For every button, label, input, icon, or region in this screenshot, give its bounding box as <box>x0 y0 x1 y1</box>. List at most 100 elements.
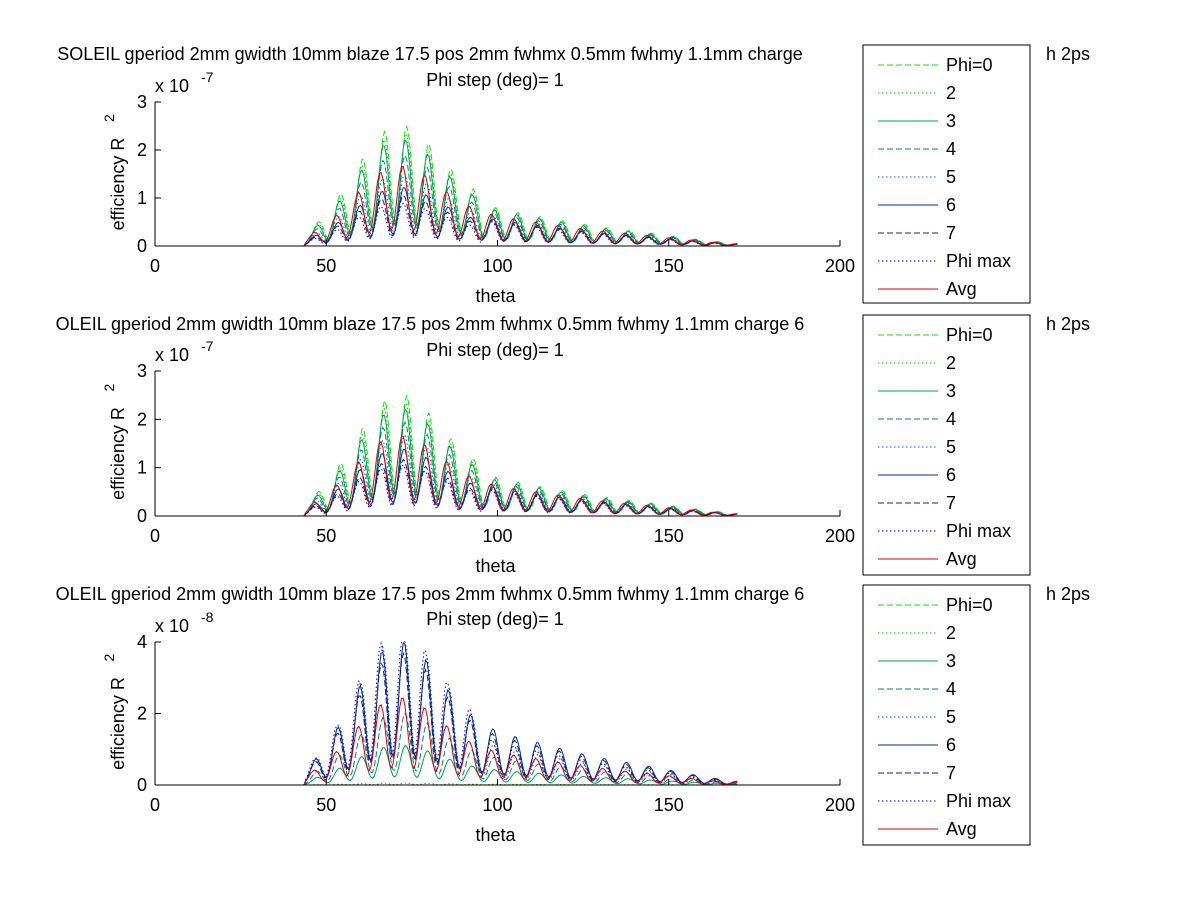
legend-box <box>862 584 1031 846</box>
legend-label: 7 <box>946 763 956 783</box>
x-tick-label: 0 <box>150 256 160 276</box>
x-tick-label: 200 <box>825 256 855 276</box>
y-tick-label: 3 <box>137 92 147 112</box>
chart-title: OLEIL gperiod 2mm gwidth 10mm blaze 17.5… <box>56 584 805 604</box>
y-multiplier: x 10 <box>155 345 189 365</box>
y-axis-label-main: efficiency R <box>108 138 128 231</box>
legend-label: 2 <box>946 353 956 373</box>
x-tick-label: 50 <box>316 795 336 815</box>
legend-label: Phi max <box>946 521 1011 541</box>
x-tick-label: 100 <box>482 526 512 546</box>
chart-panel-2: 0 50 100 150 200 0 1 2 3 x 10 -7 theta efficiency R 2… <box>56 314 1090 576</box>
legend-label: Avg <box>946 279 977 299</box>
y-axis-label-main: efficiency R <box>108 677 128 770</box>
chart-title-tail: h 2ps <box>1046 584 1090 604</box>
series-line-5 <box>213 641 738 786</box>
legend-label: 7 <box>946 223 956 243</box>
x-tick-label: 100 <box>482 795 512 815</box>
legend-label: 5 <box>946 707 956 727</box>
y-tick-label: 4 <box>137 632 147 652</box>
legend-label: Phi=0 <box>946 55 993 75</box>
y-multiplier: x 10 <box>155 76 189 96</box>
chart-panel-1: 0 50 100 150 200 0 1 2 3 x 10 -7 theta efficiency R 2… <box>57 44 1090 306</box>
y-tick-label: 2 <box>137 140 147 160</box>
chart-title: SOLEIL gperiod 2mm gwidth 10mm blaze 17.… <box>57 44 803 64</box>
series-line-avg <box>213 166 738 247</box>
y-tick-label: 0 <box>137 236 147 256</box>
x-tick-label: 50 <box>316 256 336 276</box>
series-line-phi-max <box>213 641 738 786</box>
y-tick-label: 0 <box>137 506 147 526</box>
legend-label: Phi max <box>946 791 1011 811</box>
y-axis-label-sup: 2 <box>101 654 117 662</box>
x-tick-label: 200 <box>825 795 855 815</box>
legend-label: 3 <box>946 651 956 671</box>
series-line-2 <box>213 134 738 247</box>
chart-subtitle: Phi step (deg)= 1 <box>426 609 564 629</box>
y-tick-label: 1 <box>137 188 147 208</box>
legend-label: Phi max <box>946 251 1011 271</box>
chart-title: OLEIL gperiod 2mm gwidth 10mm blaze 17.5… <box>56 314 805 334</box>
legend-label: Phi=0 <box>946 595 993 615</box>
legend-label: 6 <box>946 735 956 755</box>
legend-label: 4 <box>946 139 956 159</box>
y-axis-label-main: efficiency R <box>108 407 128 500</box>
x-tick-label: 150 <box>654 526 684 546</box>
x-tick-label: 50 <box>316 526 336 546</box>
legend-label: 6 <box>946 465 956 485</box>
series-line-3 <box>213 744 738 786</box>
legend-label: 2 <box>946 623 956 643</box>
legend-box <box>862 44 1031 304</box>
y-exponent: -8 <box>201 609 214 625</box>
series-line-7 <box>213 458 738 517</box>
legend: Phi=0 2 3 4 5 6 7 Phi max Avg <box>862 584 1031 846</box>
legend-label: 2 <box>946 83 956 103</box>
legend-label: 5 <box>946 437 956 457</box>
y-exponent: -7 <box>201 338 214 354</box>
y-axis-label-sup: 2 <box>101 114 117 122</box>
series-line-6 <box>213 187 738 247</box>
series-line-4 <box>213 154 738 247</box>
x-tick-label: 150 <box>654 795 684 815</box>
legend-label: 4 <box>946 679 956 699</box>
series-line-4 <box>213 712 738 786</box>
chart-title-tail: h 2ps <box>1046 314 1090 334</box>
x-tick-label: 150 <box>654 256 684 276</box>
legend-label: 3 <box>946 111 956 131</box>
series-line-6 <box>213 448 738 517</box>
legend: Phi=0 2 3 4 5 6 7 Phi max Avg <box>862 314 1031 576</box>
chart-panel-3: 0 50 100 150 200 0 2 4 x 10 -8 theta efficiency R 2 O… <box>56 584 1090 846</box>
y-tick-label: 0 <box>137 775 147 795</box>
y-axis-label-sup: 2 <box>101 384 117 392</box>
series-line-phi-max <box>213 464 738 517</box>
y-exponent: -7 <box>201 69 214 85</box>
x-tick-label: 100 <box>482 256 512 276</box>
series-line-7 <box>213 194 738 247</box>
legend-label: Phi=0 <box>946 325 993 345</box>
legend-label: Avg <box>946 819 977 839</box>
y-tick-label: 2 <box>137 409 147 429</box>
x-tick-label: 0 <box>150 795 160 815</box>
series-line-phi-0 <box>213 124 738 247</box>
chart-title-tail: h 2ps <box>1046 44 1090 64</box>
series-line-5 <box>213 434 738 517</box>
y-tick-label: 2 <box>137 704 147 724</box>
legend-box <box>862 314 1031 576</box>
series-line-4 <box>213 420 738 517</box>
x-tick-label: 200 <box>825 526 855 546</box>
legend-label: 5 <box>946 167 956 187</box>
legend-label: Avg <box>946 549 977 569</box>
y-axis-label: efficiency R 2 <box>101 654 128 770</box>
series-line-7 <box>213 651 738 786</box>
legend-label: 7 <box>946 493 956 513</box>
x-tick-label: 0 <box>150 526 160 546</box>
chart-subtitle: Phi step (deg)= 1 <box>426 340 564 360</box>
x-axis-label: theta <box>475 286 516 306</box>
y-axis-label: efficiency R 2 <box>101 384 128 500</box>
x-axis-label: theta <box>475 825 516 845</box>
y-multiplier: x 10 <box>155 616 189 636</box>
y-axis-label: efficiency R 2 <box>101 114 128 230</box>
legend-label: 4 <box>946 409 956 429</box>
legend-label: 3 <box>946 381 956 401</box>
